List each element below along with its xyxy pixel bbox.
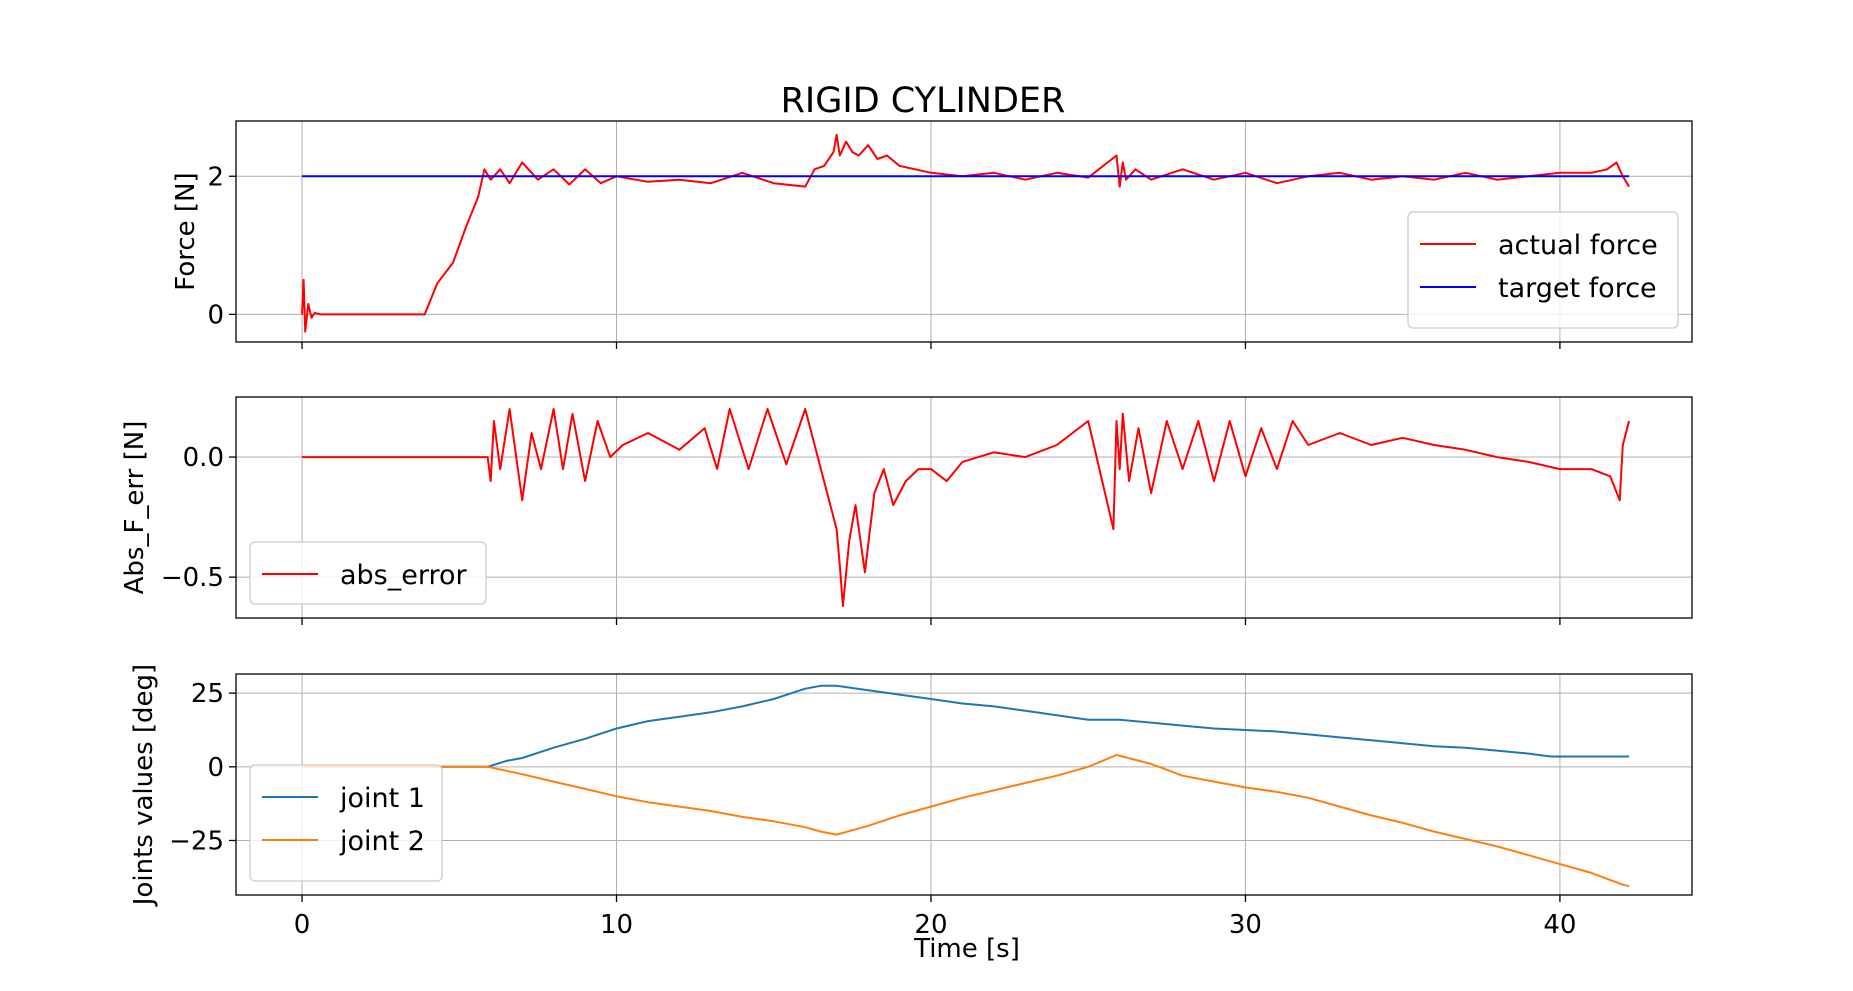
- y-axis-label: Abs_F_err [N]: [120, 421, 150, 595]
- plot-frame: [235, 120, 1693, 343]
- x-tick-label: 10: [600, 910, 633, 940]
- legend-label: joint 2: [339, 826, 425, 857]
- x-tick-label: 20: [914, 910, 947, 940]
- y-tick-label: 0.0: [183, 443, 224, 473]
- subplot-2: 0.0 −0.5 Abs_F_err [N] abs_error: [120, 396, 1693, 625]
- subplot-3: 0 10 20 30 40 25 0 −25 Joints values [deg] joint …: [129, 664, 1693, 940]
- legend-frame: [249, 764, 443, 882]
- plot-frame: [235, 673, 1693, 896]
- legend-frame: [249, 541, 487, 605]
- legend-label: abs_error: [340, 560, 468, 591]
- x-axis-label: Time [s]: [913, 934, 1020, 964]
- y-tick-label: −0.5: [161, 563, 224, 593]
- series-line-abs_error: [302, 408, 1631, 607]
- y-tick-label: 0: [207, 753, 224, 783]
- x-tick-label: 40: [1543, 910, 1576, 940]
- legend: abs_error: [249, 541, 487, 605]
- series-line-actual-force: [301, 133, 1630, 333]
- series-line-joint-2: [302, 754, 1630, 888]
- x-tick-label: 30: [1229, 910, 1262, 940]
- y-tick-label: −25: [169, 826, 224, 856]
- plot-frame: [235, 396, 1693, 619]
- y-tick-label: 2: [207, 162, 224, 192]
- legend-frame: [1407, 211, 1679, 329]
- figure-title: RIGID CYLINDER: [781, 81, 1066, 121]
- legend-label: actual force: [1498, 230, 1658, 261]
- y-tick-label: 25: [191, 679, 224, 709]
- legend-label: joint 1: [339, 783, 425, 814]
- y-axis-label: Joints values [deg]: [129, 664, 159, 907]
- x-tick-label: 0: [294, 910, 311, 940]
- legend-label: target force: [1498, 273, 1657, 304]
- y-tick-label: 0: [207, 300, 224, 330]
- legend: joint 1 joint 2: [249, 764, 443, 882]
- series-line-joint-1: [302, 684, 1630, 768]
- y-axis-label: Force [N]: [171, 172, 201, 290]
- legend: actual force target force: [1407, 211, 1679, 329]
